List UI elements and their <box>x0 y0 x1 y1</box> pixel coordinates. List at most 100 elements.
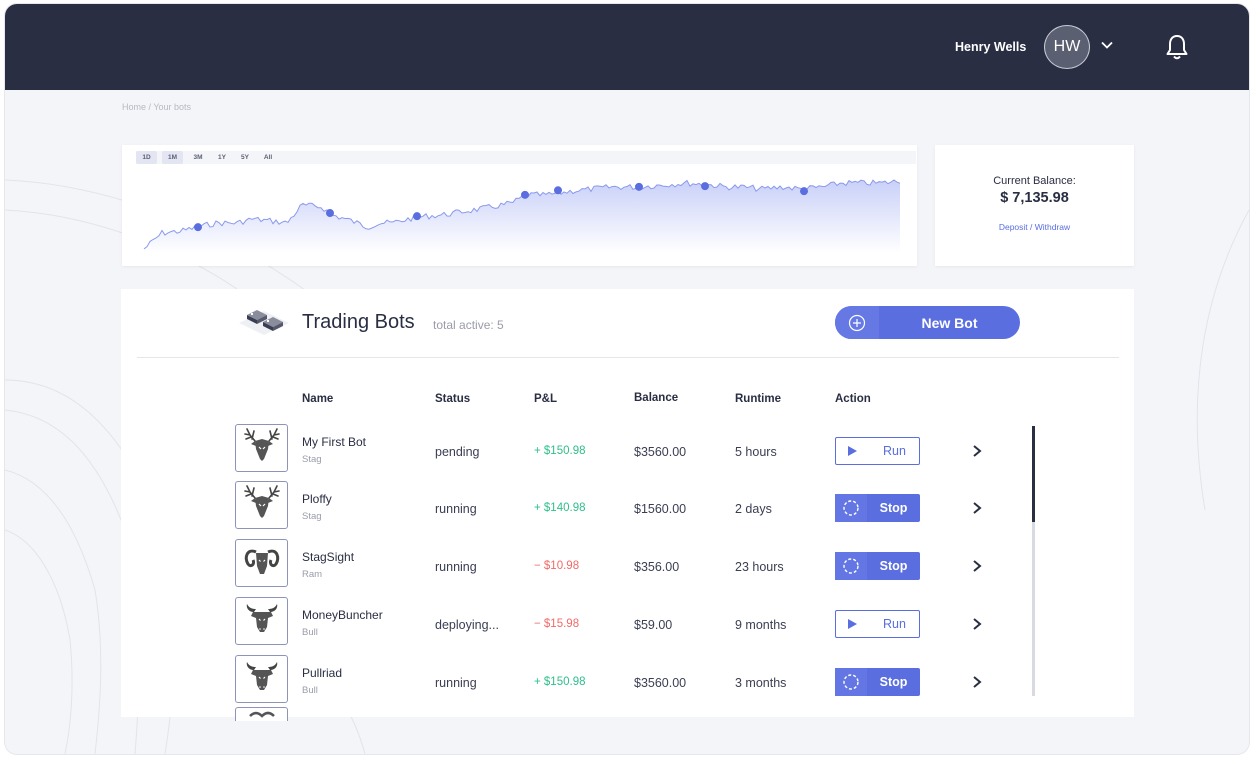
bot-avatar <box>235 539 288 587</box>
chart-marker[interactable] <box>326 209 334 218</box>
trading-bots-title: Trading Bots <box>302 311 415 333</box>
chevron-right-icon[interactable] <box>971 444 983 458</box>
bot-name[interactable]: My First Bot <box>302 435 367 449</box>
col-header-runtime: Runtime <box>735 393 781 405</box>
stop-button[interactable]: Stop <box>835 668 920 696</box>
bot-type: Ram <box>302 569 323 580</box>
balance-line-chart[interactable] <box>122 145 917 266</box>
table-row[interactable]: MoneyBuncher Bull deploying... − $15.98 $59.… <box>121 597 1134 649</box>
bot-runtime: 3 months <box>735 676 787 690</box>
action-label: Stop <box>879 501 908 515</box>
range-1y-button[interactable]: 1Y <box>218 154 226 161</box>
bot-pnl: − $10.98 <box>534 560 580 572</box>
chevron-right-icon[interactable] <box>971 501 983 515</box>
play-icon <box>836 438 868 464</box>
bot-runtime: 9 months <box>735 618 787 632</box>
bot-avatar <box>235 655 288 703</box>
action-label: Run <box>883 444 906 458</box>
table-row[interactable]: Ploffy Stag running + $140.98 $1560.00 2 days… <box>121 481 1134 533</box>
chart-marker[interactable] <box>635 182 643 191</box>
bot-status: running <box>435 502 477 516</box>
divider <box>137 357 1119 358</box>
chevron-right-icon[interactable] <box>971 617 983 631</box>
table-row[interactable]: StagSight Ram running − $10.98 $356.00 23 hou… <box>121 539 1134 591</box>
new-bot-label: New Bot <box>921 314 978 331</box>
balance-card: Current Balance: $ 7,135.98 Deposit / Wi… <box>935 145 1134 266</box>
bot-balance: $3560.00 <box>634 445 687 459</box>
action-label: Run <box>883 617 906 631</box>
chart-marker[interactable] <box>701 182 709 191</box>
bot-pnl: + $150.98 <box>534 445 586 457</box>
user-name[interactable]: Henry Wells <box>955 40 1027 54</box>
col-header-action: Action <box>835 393 871 405</box>
new-bot-button[interactable]: New Bot <box>835 306 1020 339</box>
run-button[interactable]: Run <box>835 610 920 638</box>
stop-button[interactable]: Stop <box>835 494 920 522</box>
chevron-right-icon[interactable] <box>971 559 983 573</box>
bot-name[interactable]: Ploffy <box>302 492 332 506</box>
breadcrumb[interactable]: Home / Your bots <box>122 102 192 112</box>
stag-icon <box>242 427 282 470</box>
col-header-pnl: P&L <box>534 393 557 405</box>
avatar[interactable]: HW <box>1044 25 1090 69</box>
run-button[interactable]: Run <box>835 437 920 465</box>
range-3m-button[interactable]: 3M <box>193 154 203 161</box>
scrollbar-track[interactable] <box>1032 426 1035 696</box>
top-bar: Henry Wells HW <box>5 4 1249 90</box>
range-selector <box>136 151 916 164</box>
chart-marker[interactable] <box>521 190 529 199</box>
bull-icon <box>242 600 282 643</box>
bell-icon[interactable] <box>1164 33 1190 61</box>
bot-runtime: 23 hours <box>735 560 784 574</box>
bot-type: Stag <box>302 454 322 465</box>
col-header-name: Name <box>302 393 334 405</box>
bot-balance: $3560.00 <box>634 676 687 690</box>
chart-marker[interactable] <box>194 223 202 232</box>
bot-name[interactable]: MoneyBuncher <box>302 608 383 622</box>
chart-marker[interactable] <box>554 186 562 195</box>
chevron-down-icon[interactable] <box>1099 37 1115 53</box>
action-label: Stop <box>879 675 908 689</box>
range-all-button[interactable]: All <box>263 154 273 161</box>
chart-markers <box>194 182 808 232</box>
bot-avatar <box>235 597 288 645</box>
total-active-count: total active: 5 <box>433 318 504 332</box>
col-header-status: Status <box>435 393 471 405</box>
table-row[interactable]: My First Bot Stag pending + $150.98 $3560.00… <box>121 424 1134 476</box>
bot-status: running <box>435 560 477 574</box>
chart-marker[interactable] <box>413 212 421 221</box>
balance-chart-card: 1D 1M 3M 1Y 5Y All <box>122 145 917 266</box>
bot-type: Bull <box>302 627 318 638</box>
bot-avatar <box>235 424 288 472</box>
trading-bots-card: Trading Bots total active: 5 New Bot Nam… <box>121 289 1134 721</box>
spinner-icon <box>835 668 867 696</box>
bot-runtime: 5 hours <box>735 445 777 459</box>
stop-button[interactable]: Stop <box>835 552 920 580</box>
server-cubes-icon <box>239 310 289 335</box>
spinner-icon <box>835 552 867 580</box>
bot-balance: $59.00 <box>634 618 673 632</box>
bot-type: Stag <box>302 511 322 522</box>
plus-circle-icon <box>835 306 879 339</box>
range-5y-button[interactable]: 5Y <box>241 154 249 161</box>
app-window: Henry Wells HW Home / Your bots 1D 1M 3M… <box>5 4 1249 754</box>
deposit-withdraw-link[interactable]: Deposit / Withdraw <box>998 222 1071 232</box>
chart-marker[interactable] <box>800 187 808 196</box>
bot-name[interactable]: Pullriad <box>302 666 343 680</box>
chevron-right-icon[interactable] <box>971 675 983 689</box>
scrollbar-thumb[interactable] <box>1032 426 1035 522</box>
stag-icon <box>242 484 282 527</box>
bot-balance: $356.00 <box>634 560 680 574</box>
table-row[interactable]: Pullriad Bull running + $150.98 $3560.00 3 mo… <box>121 655 1134 707</box>
spinner-icon <box>835 494 867 522</box>
range-1m-button[interactable]: 1M <box>162 151 183 164</box>
bot-name[interactable]: StagSight <box>302 550 355 564</box>
bot-status: running <box>435 676 477 690</box>
bot-type: Bull <box>302 685 318 696</box>
bot-status: pending <box>435 445 480 459</box>
bot-pnl: + $140.98 <box>534 502 586 514</box>
range-1d-button[interactable]: 1D <box>136 151 157 164</box>
col-header-balance: Balance <box>634 392 679 404</box>
balance-value: $ 7,135.98 <box>1000 190 1069 206</box>
play-icon <box>836 611 868 637</box>
